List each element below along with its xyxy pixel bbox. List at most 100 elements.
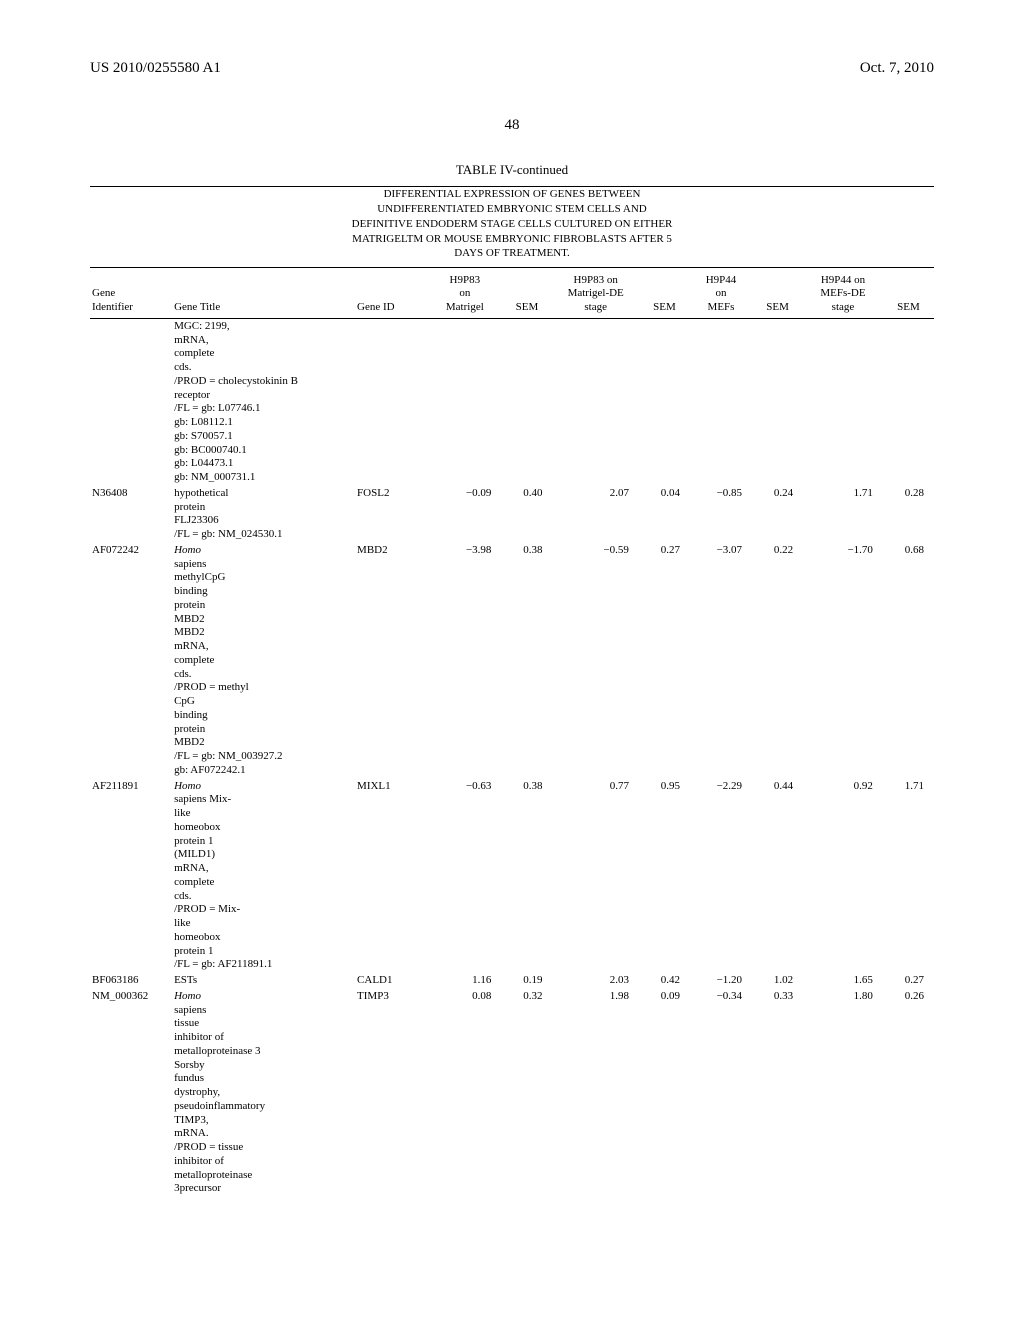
gene-title-line: FLJ23306 [174, 514, 353, 528]
cell-v1 [428, 318, 501, 486]
table-head: GeneIdentifier Gene Title Gene ID H9P83o… [90, 268, 934, 318]
gene-title-line: ESTs [174, 974, 353, 988]
cell-v3: −0.85 [690, 486, 752, 543]
cell-identifier: BF063186 [90, 973, 172, 989]
gene-title-line: complete [174, 654, 353, 668]
gene-title-line: Homo [174, 780, 353, 794]
gene-title-line: /PROD = tissue [174, 1141, 353, 1155]
cell-v1: −0.09 [428, 486, 501, 543]
cell-s2 [639, 318, 690, 486]
cell-v4 [803, 318, 883, 486]
gene-title-line: MBD2 [174, 626, 353, 640]
col-sem3: SEM [752, 268, 803, 318]
col-identifier: GeneIdentifier [90, 268, 172, 318]
pub-number: US 2010/0255580 A1 [90, 60, 221, 77]
gene-title-line: protein [174, 599, 353, 613]
gene-title-line: /FL = gb: NM_024530.1 [174, 528, 353, 542]
cell-s1: 0.38 [501, 543, 552, 779]
cell-s1: 0.38 [501, 779, 552, 974]
cell-s2: 0.09 [639, 989, 690, 1197]
cell-s1: 0.19 [501, 973, 552, 989]
gene-title-line: complete [174, 347, 353, 361]
gene-title-line: 3precursor [174, 1182, 353, 1196]
cell-v4: 0.92 [803, 779, 883, 974]
gene-title-line: gb: AF072242.1 [174, 764, 353, 778]
cell-identifier: AF072242 [90, 543, 172, 779]
cell-v2: −0.59 [552, 543, 639, 779]
cell-s3 [752, 318, 803, 486]
table-title: TABLE IV-continued [90, 162, 934, 178]
gene-title-line: /FL = gb: NM_003927.2 [174, 750, 353, 764]
gene-title-line: mRNA, [174, 334, 353, 348]
cell-s1 [501, 318, 552, 486]
cell-s1: 0.40 [501, 486, 552, 543]
gene-title-line: fundus [174, 1072, 353, 1086]
cell-s2: 0.95 [639, 779, 690, 974]
gene-title-line: /FL = gb: L07746.1 [174, 402, 353, 416]
page-header: US 2010/0255580 A1 Oct. 7, 2010 [90, 60, 934, 77]
cell-v3: −1.20 [690, 973, 752, 989]
cell-s4: 0.28 [883, 486, 934, 543]
gene-title-line: cds. [174, 890, 353, 904]
gene-title-line: protein [174, 723, 353, 737]
gene-title-line: /PROD = Mix- [174, 903, 353, 917]
cell-identifier: N36408 [90, 486, 172, 543]
table-row: NM_000362Homosapienstissueinhibitor ofme… [90, 989, 934, 1197]
gene-title-line: homeobox [174, 821, 353, 835]
cell-s3: 1.02 [752, 973, 803, 989]
cell-identifier: AF211891 [90, 779, 172, 974]
table-row: AF072242HomosapiensmethylCpGbindingprote… [90, 543, 934, 779]
gene-title-line: methylCpG [174, 571, 353, 585]
cell-v2: 0.77 [552, 779, 639, 974]
table-row: MGC: 2199,mRNA,completecds./PROD = chole… [90, 318, 934, 486]
gene-title-line: /FL = gb: AF211891.1 [174, 958, 353, 972]
cell-geneid: TIMP3 [355, 989, 428, 1197]
gene-title-line: homeobox [174, 931, 353, 945]
gene-title-line: Homo [174, 544, 353, 558]
gene-title-line: gb: L08112.1 [174, 416, 353, 430]
gene-title-line: like [174, 807, 353, 821]
cell-s3: 0.44 [752, 779, 803, 974]
table-body: MGC: 2199,mRNA,completecds./PROD = chole… [90, 318, 934, 1197]
gene-title-line: MGC: 2199, [174, 320, 353, 334]
gene-title-line: cds. [174, 361, 353, 375]
col-sem2: SEM [639, 268, 690, 318]
pub-date: Oct. 7, 2010 [860, 60, 934, 77]
cell-gene-title: ESTs [172, 973, 355, 989]
cell-gene-title: Homosapiens Mix-likehomeoboxprotein 1(MI… [172, 779, 355, 974]
col-sem1: SEM [501, 268, 552, 318]
cell-v1: 0.08 [428, 989, 501, 1197]
cell-v2: 1.98 [552, 989, 639, 1197]
gene-title-line: sapiens [174, 558, 353, 572]
cell-s3: 0.22 [752, 543, 803, 779]
cell-s4: 1.71 [883, 779, 934, 974]
page-number: 48 [90, 117, 934, 134]
cell-geneid: MBD2 [355, 543, 428, 779]
cell-v2: 2.03 [552, 973, 639, 989]
gene-title-line: binding [174, 709, 353, 723]
cell-s3: 0.24 [752, 486, 803, 543]
col-geneid: Gene ID [355, 268, 428, 318]
cell-s2: 0.04 [639, 486, 690, 543]
gene-title-line: tissue [174, 1017, 353, 1031]
table-row: N36408hypotheticalproteinFLJ23306/FL = g… [90, 486, 934, 543]
cell-s4: 0.27 [883, 973, 934, 989]
gene-table: GeneIdentifier Gene Title Gene ID H9P83o… [90, 268, 934, 1197]
cell-s4: 0.68 [883, 543, 934, 779]
cell-v1: 1.16 [428, 973, 501, 989]
gene-title-line: protein [174, 501, 353, 515]
cell-s4 [883, 318, 934, 486]
cell-geneid [355, 318, 428, 486]
cell-gene-title: hypotheticalproteinFLJ23306/FL = gb: NM_… [172, 486, 355, 543]
cell-v1: −3.98 [428, 543, 501, 779]
cell-s1: 0.32 [501, 989, 552, 1197]
cell-gene-title: HomosapiensmethylCpGbindingproteinMBD2MB… [172, 543, 355, 779]
gene-title-line: (MILD1) [174, 848, 353, 862]
gene-title-line: Homo [174, 990, 353, 1004]
col-title: Gene Title [172, 268, 355, 318]
gene-title-line: like [174, 917, 353, 931]
cell-v1: −0.63 [428, 779, 501, 974]
cell-s3: 0.33 [752, 989, 803, 1197]
gene-title-line: mRNA, [174, 640, 353, 654]
gene-title-line: hypothetical [174, 487, 353, 501]
